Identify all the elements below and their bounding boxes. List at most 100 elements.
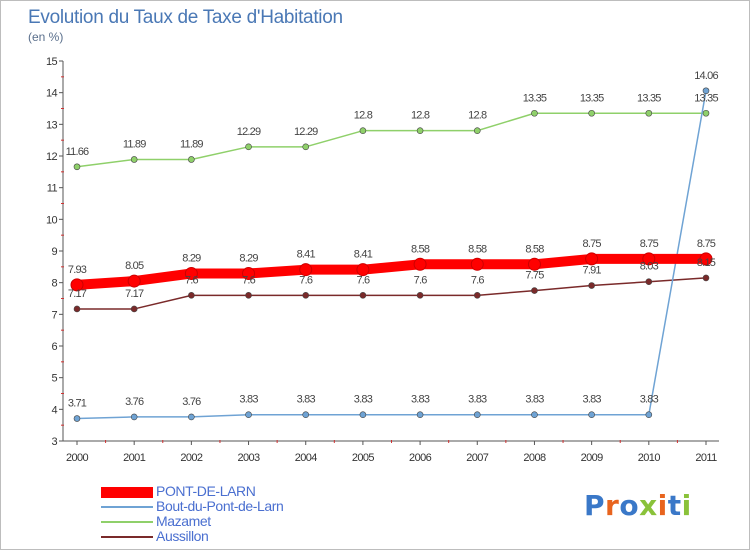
logo-letter: P <box>584 489 606 522</box>
data-point <box>416 292 424 299</box>
logo-letter: i <box>657 489 668 522</box>
data-label: 13.35 <box>523 92 547 104</box>
y-tick-label: 15 <box>46 56 58 68</box>
data-label: 8.29 <box>182 252 201 264</box>
x-tick-label: 2005 <box>352 452 375 464</box>
data-label: 3.76 <box>182 396 201 408</box>
data-label: 3.83 <box>354 394 373 406</box>
data-label: 7.6 <box>185 274 199 286</box>
data-point <box>302 292 310 299</box>
data-label: 13.35 <box>694 92 718 104</box>
data-point <box>413 257 427 271</box>
data-label: 3.83 <box>468 394 487 406</box>
data-point <box>359 411 367 419</box>
data-point <box>299 263 313 277</box>
data-label: 11.89 <box>123 138 146 150</box>
data-label: 8.05 <box>125 260 144 272</box>
data-label: 3.83 <box>297 394 316 406</box>
data-point <box>130 305 138 313</box>
data-point <box>302 143 310 151</box>
data-point <box>416 411 424 419</box>
y-tick-label: 3 <box>51 436 57 448</box>
data-label: 8.58 <box>411 243 430 255</box>
data-label: 7.6 <box>356 274 370 286</box>
data-label: 7.17 <box>125 288 144 300</box>
data-label: 3.83 <box>640 394 659 406</box>
legend-label: Bout-du-Pont-de-Larn <box>156 498 284 514</box>
data-label: 3.83 <box>239 394 258 406</box>
x-tick-label: 2002 <box>180 452 203 464</box>
y-tick-label: 4 <box>51 404 57 416</box>
data-label: 7.6 <box>414 274 428 286</box>
data-label: 7.75 <box>525 270 544 282</box>
data-labels-layer: 7.93 8.05 8.29 8.29 8.41 8.41 8.58 8.58 8.58 8.75… <box>66 70 720 410</box>
data-label: 14.06 <box>694 70 718 82</box>
data-point <box>73 163 81 171</box>
y-tick-label: 10 <box>46 214 58 226</box>
series-line-1 <box>76 90 707 420</box>
series-line-0 <box>72 253 711 290</box>
legend-swatch <box>101 486 153 498</box>
data-point <box>130 156 138 163</box>
legend-label: Aussillon <box>156 528 209 544</box>
data-label: 3.83 <box>525 394 544 406</box>
data-point <box>642 252 656 266</box>
data-point <box>645 109 653 117</box>
x-tick-label: 2000 <box>66 452 89 464</box>
axes: 3 4 5 6 7 8 9 10 11 12 13 14 15 2000 2001 2002 2003 2004 2… <box>46 56 719 464</box>
logo-letter: x <box>639 489 658 522</box>
data-point <box>531 411 538 419</box>
chart-subtitle: (en %) <box>28 30 64 44</box>
data-label: 7.17 <box>68 288 87 300</box>
x-tick-label: 2008 <box>523 452 546 464</box>
x-tick-label: 2001 <box>123 452 146 464</box>
series-line-3 <box>76 277 707 310</box>
data-label: 3.83 <box>583 394 602 406</box>
data-point <box>188 156 195 163</box>
legend-label: Mazamet <box>156 513 211 529</box>
x-tick-label: 2003 <box>238 452 261 464</box>
x-tick-label: 2009 <box>581 452 604 464</box>
y-tick-label: 13 <box>46 119 58 131</box>
y-tick-label: 11 <box>47 183 58 195</box>
y-tick-label: 14 <box>46 88 58 100</box>
legend-swatch <box>101 536 153 538</box>
data-point <box>188 292 195 299</box>
data-point <box>416 127 424 134</box>
data-point <box>702 274 710 282</box>
data-point <box>588 282 595 289</box>
data-label: 7.93 <box>68 264 87 276</box>
data-point <box>645 411 653 419</box>
legend-swatch <box>101 521 153 523</box>
data-point <box>473 411 481 419</box>
data-point <box>470 257 484 271</box>
data-label: 8.41 <box>297 249 316 261</box>
y-tick-label: 7 <box>51 309 57 321</box>
y-tick-label: 5 <box>51 373 57 385</box>
data-point <box>702 87 710 95</box>
data-label: 8.29 <box>239 252 258 264</box>
logo-letter: t <box>667 489 682 522</box>
logo-letter: r <box>605 489 620 522</box>
data-label: 12.8 <box>468 110 487 122</box>
legend-swatch <box>101 506 153 508</box>
data-point <box>245 143 252 151</box>
data-label: 8.75 <box>583 238 602 250</box>
data-label: 12.8 <box>354 110 373 122</box>
data-label: 8.15 <box>697 257 716 269</box>
y-tick-label: 6 <box>51 341 57 353</box>
x-tick-label: 2004 <box>295 452 318 464</box>
chart-title: Evolution du Taux de Taxe d'Habitation <box>28 7 343 28</box>
data-point <box>242 266 256 280</box>
series-layer <box>70 87 713 422</box>
data-label: 11.89 <box>180 138 203 150</box>
data-point <box>473 127 481 134</box>
series-line-2 <box>76 112 707 168</box>
data-point <box>531 109 538 117</box>
data-label: 8.41 <box>354 249 373 261</box>
logo-letter: o <box>619 489 640 522</box>
y-tick-label: 12 <box>46 151 58 163</box>
data-point <box>245 292 252 299</box>
